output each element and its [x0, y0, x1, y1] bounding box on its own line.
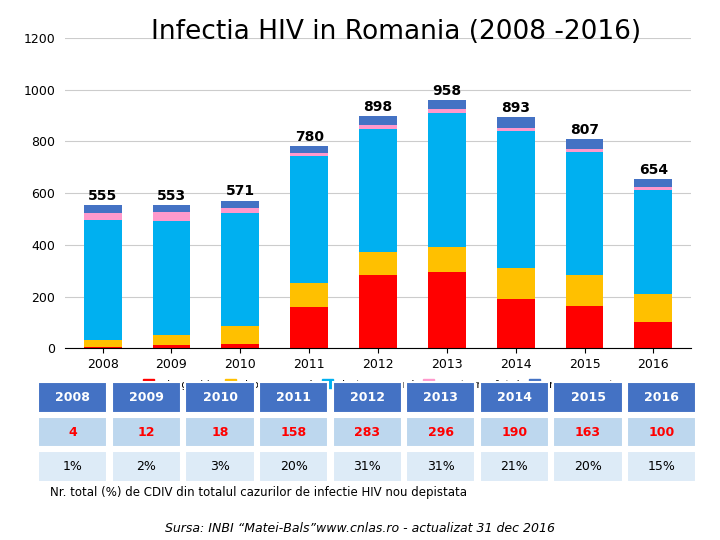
Bar [359, 129, 397, 252]
Bar [290, 146, 328, 153]
Text: 553: 553 [157, 189, 186, 203]
Bar [290, 156, 328, 283]
Bar [428, 110, 466, 112]
Text: 21%: 21% [500, 460, 528, 472]
Bar [84, 205, 122, 213]
Bar [222, 343, 259, 348]
Legend: droguri iv, homosexual, heterosexual, materno-fetal, necunoscut: droguri iv, homosexual, heterosexual, ma… [138, 375, 618, 394]
Text: Infectia HIV in Romania (2008 -2016): Infectia HIV in Romania (2008 -2016) [151, 19, 641, 45]
Bar [222, 208, 259, 213]
Bar [497, 131, 534, 268]
Bar [428, 247, 466, 272]
Text: 20%: 20% [574, 460, 602, 472]
Bar [566, 275, 603, 306]
Text: 958: 958 [432, 84, 462, 98]
Bar [566, 139, 603, 148]
Bar [84, 213, 122, 220]
Bar [290, 153, 328, 156]
Text: 1%: 1% [63, 460, 83, 472]
Text: 163: 163 [575, 426, 601, 438]
Bar [153, 345, 190, 348]
Text: 20%: 20% [279, 460, 307, 472]
Text: 31%: 31% [354, 460, 381, 472]
Bar [634, 322, 672, 348]
Text: 807: 807 [570, 124, 599, 137]
Bar [222, 326, 259, 343]
Text: 2011: 2011 [276, 392, 311, 404]
Bar [566, 148, 603, 152]
Text: 2010: 2010 [202, 392, 238, 404]
Bar [359, 116, 397, 125]
Bar [290, 283, 328, 307]
Text: 158: 158 [281, 426, 307, 438]
Text: 2016: 2016 [644, 392, 679, 404]
Bar [84, 340, 122, 347]
Text: 2013: 2013 [423, 392, 458, 404]
Bar [359, 125, 397, 129]
Text: 4: 4 [68, 426, 77, 438]
Text: 2014: 2014 [497, 392, 532, 404]
Bar [497, 268, 534, 299]
Bar [566, 306, 603, 348]
Text: Sursa: INBI “Matei-Bals”www.cnlas.ro - actualizat 31 dec 2016: Sursa: INBI “Matei-Bals”www.cnlas.ro - a… [165, 522, 555, 535]
Text: 31%: 31% [427, 460, 454, 472]
Bar [428, 112, 466, 247]
Bar [566, 152, 603, 275]
Text: 15%: 15% [648, 460, 675, 472]
Bar [153, 212, 190, 221]
Bar [634, 294, 672, 322]
Text: 190: 190 [501, 426, 528, 438]
Text: 893: 893 [501, 101, 530, 115]
Text: 296: 296 [428, 426, 454, 438]
Text: 2008: 2008 [55, 392, 90, 404]
Bar [222, 213, 259, 326]
Bar [634, 187, 672, 191]
Text: 654: 654 [639, 163, 668, 177]
Text: 12: 12 [138, 426, 155, 438]
Text: 2009: 2009 [129, 392, 164, 404]
Text: 3%: 3% [210, 460, 230, 472]
Bar [359, 275, 397, 348]
Bar [634, 191, 672, 294]
Text: 2012: 2012 [350, 392, 384, 404]
Bar [153, 205, 190, 212]
Bar [497, 117, 534, 127]
Text: 283: 283 [354, 426, 380, 438]
Text: Nr. total (%) de CDIV din totalul cazurilor de infectie HIV nou depistata: Nr. total (%) de CDIV din totalul cazuri… [50, 486, 467, 499]
Text: 571: 571 [226, 185, 255, 199]
Bar [84, 220, 122, 340]
Bar [84, 347, 122, 348]
Bar [428, 272, 466, 348]
Bar [428, 100, 466, 110]
Text: 100: 100 [649, 426, 675, 438]
Bar [634, 179, 672, 187]
Text: 780: 780 [294, 130, 324, 144]
Text: 18: 18 [211, 426, 229, 438]
Text: 555: 555 [88, 188, 117, 202]
Bar [290, 307, 328, 348]
Bar [359, 252, 397, 275]
Bar [497, 299, 534, 348]
Bar [497, 127, 534, 131]
Bar [153, 221, 190, 335]
Text: 2015: 2015 [570, 392, 606, 404]
Bar [222, 200, 259, 208]
Text: 898: 898 [364, 100, 392, 114]
Text: 2%: 2% [137, 460, 156, 472]
Bar [153, 335, 190, 345]
